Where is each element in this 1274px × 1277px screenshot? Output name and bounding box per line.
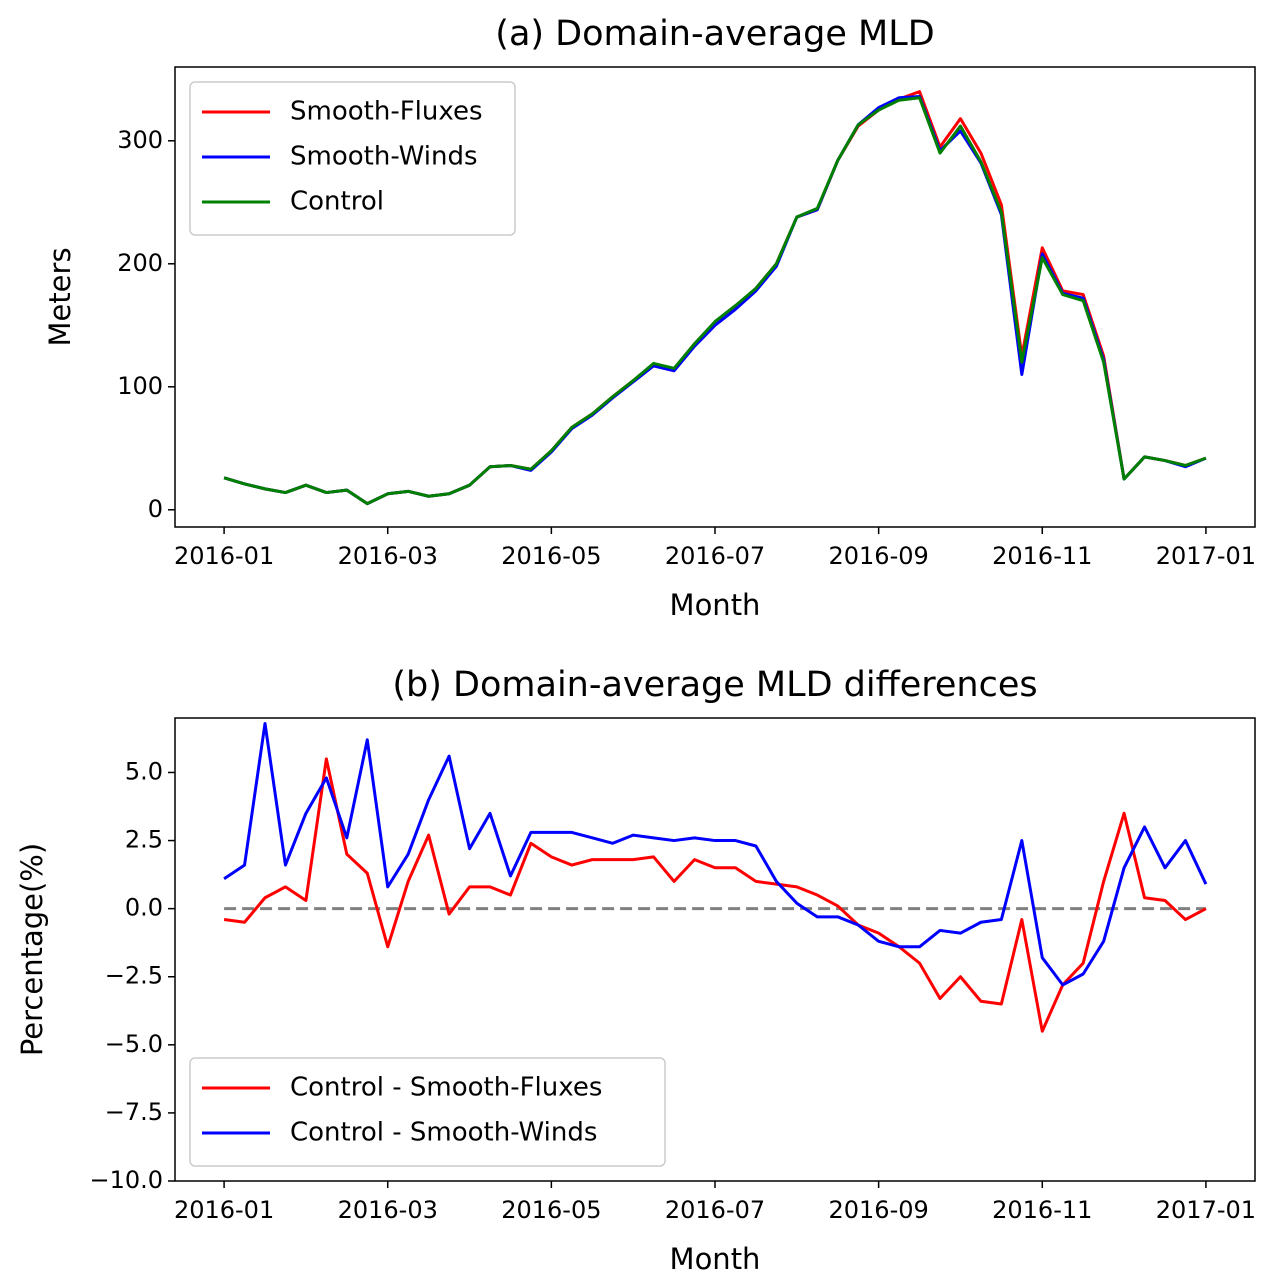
y-tick-label: −5.0 — [105, 1030, 163, 1058]
plot-area — [223, 721, 1208, 1033]
chart-title: (a) Domain-average MLD — [495, 14, 934, 54]
y-tick-label: −10.0 — [89, 1166, 163, 1194]
y-tick-label: 5.0 — [125, 757, 163, 785]
x-tick-label: 2016-05 — [501, 1196, 601, 1224]
x-tick-label: 2016-07 — [665, 542, 765, 570]
y-tick-label: 0.0 — [125, 894, 163, 922]
plot-area — [223, 90, 1207, 506]
y-axis-label: Percentage(%) — [15, 843, 49, 1056]
legend-label: Control — [290, 187, 384, 217]
x-tick-label: 2016-09 — [828, 1196, 928, 1224]
x-tick-label: 2016-03 — [338, 542, 438, 570]
legend-label: Control - Smooth-Fluxes — [290, 1073, 602, 1103]
subplot: (a) Domain-average MLD Month Meters 2016-01… — [43, 14, 1256, 622]
y-tick-label: −2.5 — [105, 962, 163, 990]
legend-box — [189, 81, 516, 236]
x-tick-label: 2016-01 — [174, 542, 274, 570]
x-tick-label: 2017-01 — [1156, 1196, 1256, 1224]
x-tick-label: 2016-11 — [992, 542, 1092, 570]
series-line — [223, 757, 1207, 1033]
axes-frame — [174, 66, 1256, 528]
x-tick-label: 2016-11 — [992, 1196, 1092, 1224]
legend-box — [189, 1057, 666, 1167]
y-tick-label: 300 — [117, 126, 163, 154]
legend-label: Smooth-Winds — [290, 142, 478, 172]
x-tick-label: 2016-01 — [174, 1196, 274, 1224]
x-tick-label: 2016-09 — [828, 542, 928, 570]
y-tick-label: 0 — [148, 495, 163, 523]
y-tick-label: 2.5 — [125, 826, 163, 854]
series-line — [223, 96, 1207, 506]
x-tick-label: 2016-05 — [501, 542, 601, 570]
y-tick-label: 200 — [117, 249, 163, 277]
legend-label: Control - Smooth-Winds — [290, 1118, 597, 1148]
axes-frame — [174, 717, 1256, 1182]
x-axis-label: Month — [670, 1242, 761, 1276]
x-tick-label: 2016-07 — [665, 1196, 765, 1224]
chart-title: (b) Domain-average MLD differences — [392, 665, 1037, 705]
legend-label: Smooth-Fluxes — [290, 97, 483, 127]
y-tick-label: 100 — [117, 372, 163, 400]
x-tick-label: 2017-01 — [1156, 542, 1256, 570]
x-axis-label: Month — [670, 588, 761, 622]
subplot: (b) Domain-average MLD differences Month P… — [15, 665, 1256, 1276]
series-line — [223, 721, 1208, 987]
y-axis-label: Meters — [43, 247, 77, 346]
y-tick-label: −7.5 — [105, 1098, 163, 1126]
x-tick-label: 2016-03 — [338, 1196, 438, 1224]
